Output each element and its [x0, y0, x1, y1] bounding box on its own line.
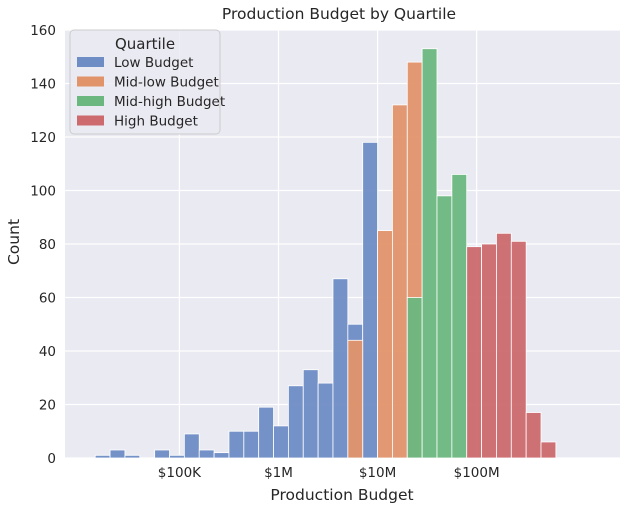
legend-frame [69, 29, 221, 135]
legend-swatch [77, 96, 104, 106]
histogram-bar [510, 240, 527, 459]
y-tick-label: 60 [39, 291, 56, 307]
histogram-bar [287, 385, 304, 459]
x-axis-label: Production Budget [270, 486, 413, 504]
histogram-bar [124, 454, 141, 459]
histogram-bar [525, 412, 542, 459]
bars [94, 48, 557, 459]
y-tick-label: 100 [30, 184, 56, 200]
y-tick-labels: 0 20 40 60 80 100 120 140 160 [30, 23, 56, 467]
histogram-bar [421, 48, 438, 459]
histogram-bar [406, 297, 423, 459]
histogram-bar [94, 454, 111, 459]
y-tick-label: 40 [39, 344, 56, 360]
y-tick-label: 0 [47, 451, 56, 467]
y-tick-label: 120 [30, 130, 56, 146]
chart-title: Production Budget by Quartile [222, 5, 456, 23]
histogram-bar [362, 141, 378, 459]
histogram-bar [347, 339, 364, 459]
legend-label: High Budget [114, 114, 198, 130]
legend-label: Low Budget [114, 55, 193, 71]
histogram-bar [198, 449, 215, 459]
y-tick-label: 80 [39, 237, 56, 253]
histogram-bar [481, 243, 497, 459]
histogram-bar [392, 104, 408, 459]
histogram-bar [377, 230, 393, 459]
histogram-bar [183, 433, 200, 459]
histogram-bar [317, 382, 334, 459]
histogram-bar [228, 430, 245, 459]
histogram-bar [273, 425, 289, 459]
legend-swatch [77, 76, 104, 87]
histogram-bar [436, 195, 453, 459]
y-axis-label: Count [5, 219, 23, 265]
legend-label: Mid-low Budget [114, 75, 219, 91]
histogram-bar [154, 449, 170, 459]
histogram-bar [243, 430, 260, 459]
histogram-bar [109, 449, 126, 459]
histogram-bar [332, 278, 349, 459]
x-tick-label: $100M [454, 465, 500, 481]
legend: Quartile Low Budget Mid-low Budget Mid-high… [69, 29, 225, 135]
histogram-bar [540, 441, 557, 459]
legend-swatch [77, 115, 104, 126]
x-tick-label: $1M [264, 465, 293, 481]
histogram-bar [258, 406, 274, 459]
histogram-bar [302, 369, 319, 459]
histogram-bar [466, 246, 482, 459]
y-tick-label: 160 [30, 23, 56, 39]
histogram-bar [496, 232, 512, 459]
x-tick-labels: $100K $1M $10M $100M [158, 465, 500, 481]
histogram-bar [451, 174, 468, 459]
legend-label: Mid-high Budget [114, 94, 225, 110]
legend-title: Quartile [115, 35, 175, 53]
x-tick-label: $10M [359, 465, 396, 481]
histogram-bar [213, 452, 230, 459]
legend-swatch [77, 57, 104, 67]
histogram-bar [169, 454, 185, 459]
y-tick-label: 20 [39, 398, 56, 414]
y-tick-label: 140 [30, 77, 56, 93]
x-tick-label: $100K [158, 465, 202, 481]
